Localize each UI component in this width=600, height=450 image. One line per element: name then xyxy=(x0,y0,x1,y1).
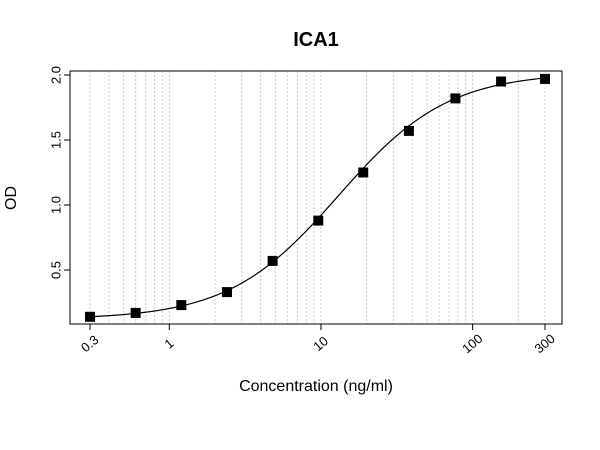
grid-lines xyxy=(89,71,546,324)
x-axis-title: Concentration (ng/ml) xyxy=(239,378,393,395)
data-point xyxy=(221,287,232,298)
y-tick-label: 2.0 xyxy=(49,66,64,84)
y-axis-title: OD xyxy=(3,186,20,210)
y-tick-label: 0.5 xyxy=(49,261,64,279)
data-point xyxy=(403,125,414,136)
fit-curve xyxy=(89,77,546,318)
x-tick-label: 300 xyxy=(532,331,558,356)
x-tick-label: 0.3 xyxy=(78,332,101,355)
data-point xyxy=(540,73,550,84)
data-point xyxy=(450,93,461,104)
chart-title: ICA1 xyxy=(293,29,339,51)
data-point xyxy=(358,167,369,178)
y-tick-label: 1.5 xyxy=(49,131,64,149)
data-point xyxy=(176,300,187,311)
data-point xyxy=(496,76,507,87)
data-point xyxy=(130,307,141,318)
data-point xyxy=(85,311,95,322)
x-tick-label: 1 xyxy=(161,336,176,352)
plot-frame xyxy=(69,70,563,325)
axes: 0.3 1 10 100 300 0.5 1.0 1.5 2.0 xyxy=(49,66,558,356)
data-point xyxy=(267,255,278,266)
fit-curve-layer xyxy=(89,77,546,318)
data-points xyxy=(85,73,550,322)
x-tick-label: 10 xyxy=(310,333,331,354)
data-point xyxy=(313,215,324,226)
y-tick-label: 1.0 xyxy=(49,196,64,214)
x-tick-label: 100 xyxy=(459,331,485,356)
